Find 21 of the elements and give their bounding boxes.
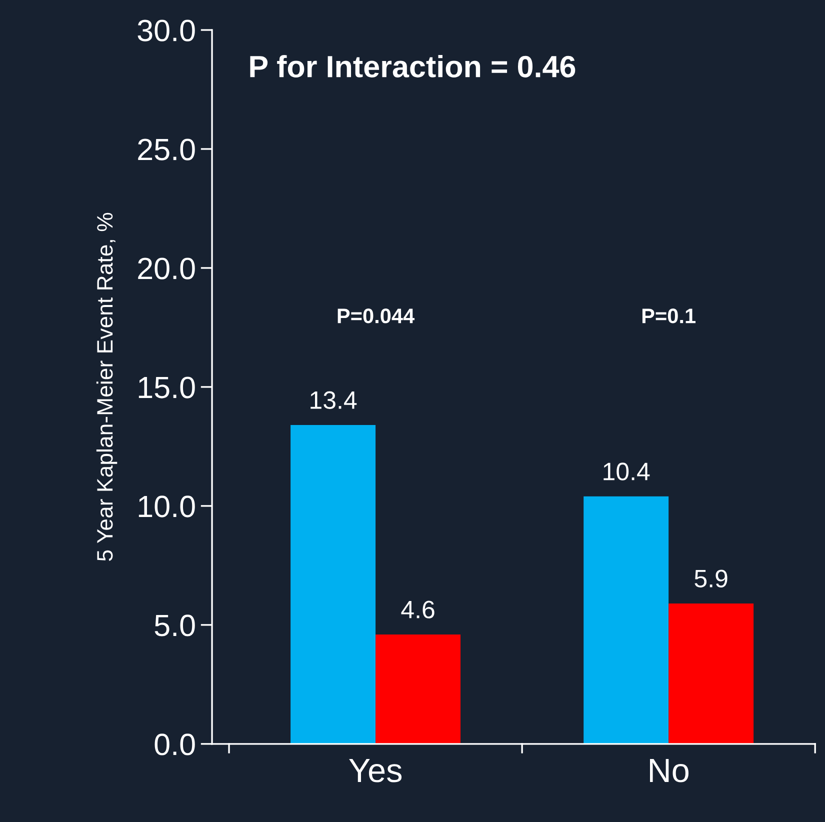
data-label: 5.9 <box>694 570 728 588</box>
y-tick-label: 20.0 <box>138 258 195 280</box>
y-tick-label: 10.0 <box>138 496 195 518</box>
y-tick-label: 30.0 <box>138 20 195 42</box>
annotation: P=0.1 <box>642 308 696 324</box>
data-label: 4.6 <box>401 600 434 618</box>
bar <box>376 634 461 744</box>
y-tick-label: 25.0 <box>138 138 195 160</box>
x-tick-label: Yes <box>349 759 402 782</box>
y-axis-title: 5 Year Kaplan-Meier Event Rate, % <box>96 212 118 561</box>
data-label: 13.4 <box>310 391 357 409</box>
data-label: 10.4 <box>604 462 650 480</box>
bar <box>584 496 669 744</box>
y-tick-label: 5.0 <box>154 614 195 636</box>
annotation: P for Interaction = 0.46 <box>250 55 576 78</box>
y-tick-label: 0.0 <box>154 734 195 756</box>
y-tick-label: 15.0 <box>138 376 195 398</box>
x-tick-label: No <box>650 759 688 782</box>
bar <box>290 425 376 744</box>
bar <box>668 604 754 744</box>
annotation: P=0.044 <box>338 308 415 324</box>
